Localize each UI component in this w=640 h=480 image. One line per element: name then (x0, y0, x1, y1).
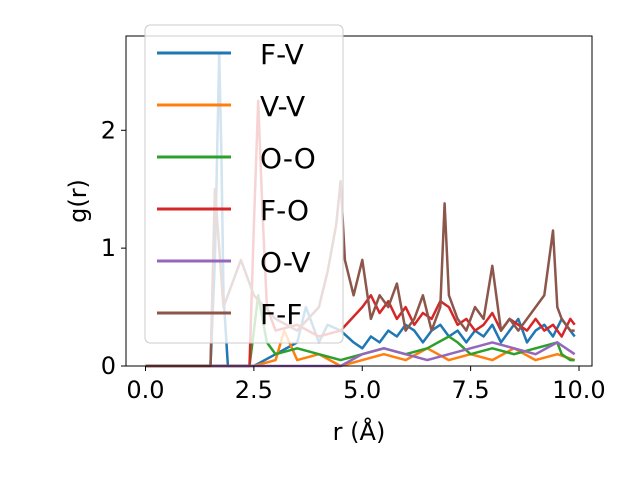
legend-box (144, 24, 344, 344)
y-axis-label: g(r) (64, 179, 92, 223)
x-tick-label: 10.0 (552, 376, 605, 404)
y-tick-label: 1 (101, 234, 116, 262)
y-tick-label: 0 (101, 352, 116, 380)
plot-frame (125, 35, 593, 367)
x-tick-label: 0.0 (126, 376, 164, 404)
legend-label-f-v: F-V (260, 38, 304, 71)
legend-label-f-o: F-O (260, 194, 309, 227)
x-axis-label: r (Å) (333, 417, 386, 446)
series-line-o-v (145, 341, 576, 368)
x-tick-label: 7.5 (452, 376, 490, 404)
x-tick-label: 2.5 (235, 376, 273, 404)
legend-label-v-v: V-V (260, 90, 305, 123)
legend-label-f-f: F-F (260, 298, 302, 331)
x-tick-label: 5.0 (343, 376, 381, 404)
y-axis-ticks: 0 1 2 (101, 116, 126, 380)
legend: F-V V-V O-O F-O O-V F-F (144, 24, 344, 344)
legend-label-o-v: O-V (260, 246, 310, 279)
y-tick-label: 2 (101, 116, 116, 144)
x-axis-ticks: 0.0 2.5 5.0 7.5 10.0 (126, 366, 606, 404)
legend-label-o-o: O-O (260, 142, 316, 175)
